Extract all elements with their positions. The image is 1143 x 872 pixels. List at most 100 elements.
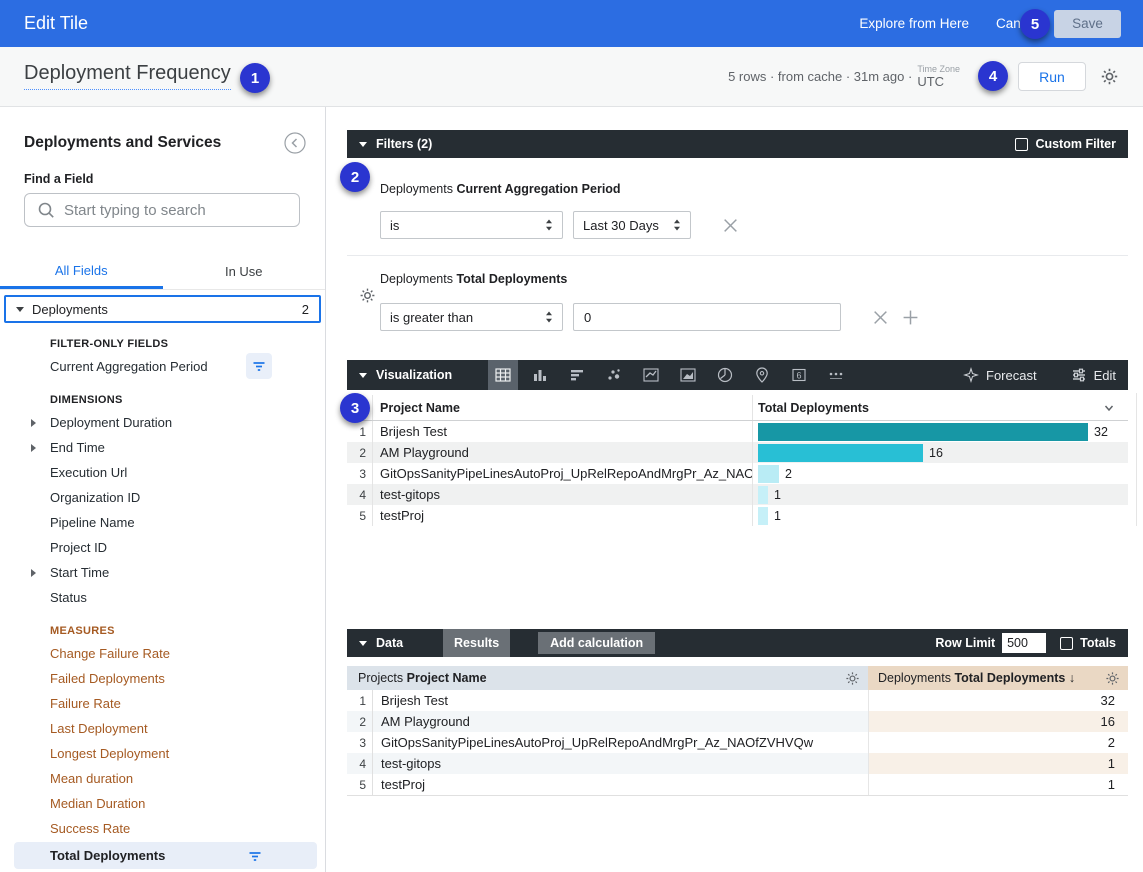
timezone[interactable]: Time Zone UTC (917, 64, 960, 89)
column-gear-icon[interactable] (1105, 671, 1120, 686)
filter-2-controls: is greater than (380, 303, 1128, 331)
field-section-title: DIMENSIONS (50, 394, 123, 406)
sidebar-field-last-deployment[interactable]: Last Deployment (0, 716, 325, 741)
tab-all-fields[interactable]: All Fields (0, 254, 163, 289)
pie-chart-icon[interactable] (710, 360, 740, 390)
sidebar-field-start-time[interactable]: Start Time (0, 560, 325, 585)
field-label: Organization ID (50, 490, 141, 505)
query-settings-gear-icon[interactable] (1100, 67, 1119, 86)
value-bar (758, 485, 768, 504)
sidebar-field-execution-url[interactable]: Execution Url (0, 460, 325, 485)
sidebar-field-organization-id[interactable]: Organization ID (0, 485, 325, 510)
sidebar-field-deployment-duration[interactable]: Deployment Duration (0, 410, 325, 435)
filter-1-value-select[interactable]: Last 30 Days (573, 211, 691, 239)
sidebar-group-deployments[interactable]: Deployments 2 (4, 295, 321, 323)
add-calculation-button[interactable]: Add calculation (538, 632, 656, 654)
row-number: 1 (347, 690, 373, 711)
results-table-row[interactable]: 5 testProj 1 (347, 774, 1128, 795)
sidebar-field-status[interactable]: Status (0, 585, 325, 610)
viz-table-row[interactable]: 1 Brijesh Test 32 (347, 421, 1128, 442)
sidebar-field-change-failure-rate[interactable]: Change Failure Rate (0, 641, 325, 666)
filter-divider (347, 255, 1128, 256)
collapse-visualization-icon[interactable] (359, 372, 367, 378)
sidebar-field-total-deployments[interactable]: Total Deployments (14, 842, 317, 869)
collapse-data-icon[interactable] (359, 640, 367, 646)
results-col-project-name[interactable]: Projects Project Name (347, 666, 868, 690)
viz-table-row[interactable]: 5 testProj 1 (347, 505, 1128, 526)
totals-checkbox[interactable] (1060, 636, 1074, 650)
viz-col-total-deployments[interactable]: Total Deployments (752, 395, 1128, 420)
filter-field-icon[interactable] (246, 353, 272, 379)
column-chart-icon[interactable] (525, 360, 555, 390)
sidebar-field-pipeline-name[interactable]: Pipeline Name (0, 510, 325, 535)
collapse-sidebar-icon[interactable] (284, 132, 306, 154)
chevron-right-icon[interactable] (31, 443, 36, 452)
run-button[interactable]: Run (1018, 62, 1086, 91)
field-label: Mean duration (50, 771, 134, 786)
viz-table-row[interactable]: 3 GitOpsSanityPipeLinesAutoProj_UpRelRepo… (347, 463, 1128, 484)
filters-section-header[interactable]: Filters (2) Custom Filter (347, 130, 1128, 158)
sidebar-field-failure-rate[interactable]: Failure Rate (0, 691, 325, 716)
bar-chart-icon[interactable] (562, 360, 592, 390)
field-label: Deployment Duration (50, 415, 173, 430)
viz-table-row[interactable]: 2 AM Playground 16 (347, 442, 1128, 463)
edit-visualization-button[interactable]: Edit (1071, 367, 1116, 383)
chevron-down-icon[interactable] (1102, 401, 1116, 418)
sidebar-field-failed-deployments[interactable]: Failed Deployments (0, 666, 325, 691)
line-chart-icon[interactable] (636, 360, 666, 390)
sidebar-field-success-rate[interactable]: Success Rate (0, 816, 325, 841)
filter-1-controls: is Last 30 Days (380, 211, 1128, 239)
results-table-row[interactable]: 2 AM Playground 16 (347, 711, 1128, 732)
viz-table-row[interactable]: 4 test-gitops 1 (347, 484, 1128, 505)
results-col-total-deployments[interactable]: Deployments Total Deployments ↓ (868, 666, 1128, 690)
results-table-row[interactable]: 4 test-gitops 1 (347, 753, 1128, 774)
results-table-row[interactable]: 3 GitOpsSanityPipeLinesAutoProj_UpRelRepo… (347, 732, 1128, 753)
sidebar-field-median-duration[interactable]: Median Duration (0, 791, 325, 816)
top-bar-actions: Explore from Here Cancel Save (859, 9, 1143, 38)
custom-filter-checkbox[interactable] (1015, 137, 1029, 151)
tab-in-use[interactable]: In Use (224, 264, 263, 279)
row-number: 4 (347, 484, 373, 505)
results-table-row[interactable]: 1 Brijesh Test 32 (347, 690, 1128, 711)
save-button[interactable]: Save (1054, 9, 1121, 38)
filter-1-operator-select[interactable]: is (380, 211, 563, 239)
single-value-chart-icon[interactable]: 6 (784, 360, 814, 390)
forecast-button[interactable]: Forecast (963, 367, 1037, 383)
field-picker-sidebar: Deployments and Services Find a Field St… (0, 107, 326, 872)
area-chart-icon[interactable] (673, 360, 703, 390)
sidebar-field-longest-deployment[interactable]: Longest Deployment (0, 741, 325, 766)
sidebar-field-mean-duration[interactable]: Mean duration (0, 766, 325, 791)
map-chart-icon[interactable] (747, 360, 777, 390)
chevron-right-icon[interactable] (31, 418, 36, 427)
sidebar-field-project-id[interactable]: Project ID (0, 535, 325, 560)
more-chart-types-icon[interactable] (821, 360, 851, 390)
collapse-filters-icon[interactable] (359, 141, 367, 147)
tile-title[interactable]: Deployment Frequency (24, 62, 231, 90)
sidebar-field-end-time[interactable]: End Time (0, 435, 325, 460)
viz-col-project-name[interactable]: Project Name (380, 400, 460, 415)
chevron-right-icon[interactable] (31, 568, 36, 577)
project-name-cell: GitOpsSanityPipeLinesAutoProj_UpRelRepoA… (381, 735, 814, 750)
results-tab[interactable]: Results (443, 629, 511, 657)
remove-filter-1-icon[interactable] (722, 217, 739, 234)
data-section-header[interactable]: Data Results Add calculation Row Limit T… (347, 629, 1128, 657)
filter-field-icon[interactable] (242, 843, 268, 869)
filter-2-gear-icon[interactable] (359, 287, 376, 304)
column-gear-icon[interactable] (845, 671, 860, 686)
total-deployments-cell: 16 (868, 711, 1128, 732)
annotation-badge-4: 4 (978, 61, 1008, 91)
filter-2-value-input[interactable] (573, 303, 841, 331)
add-filter-icon[interactable] (902, 309, 919, 326)
scatter-chart-icon[interactable] (599, 360, 629, 390)
row-limit-input[interactable] (1002, 633, 1047, 653)
remove-filter-2-icon[interactable] (872, 309, 889, 326)
sidebar-field-current-aggregation-period[interactable]: Current Aggregation Period (0, 353, 325, 379)
select-arrows-icon (545, 219, 553, 231)
forecast-sparkle-icon (963, 367, 979, 383)
visualization-section-header[interactable]: Visualization (347, 360, 1128, 390)
filter-2-operator-select[interactable]: is greater than (380, 303, 563, 331)
explore-from-here-link[interactable]: Explore from Here (859, 16, 969, 31)
bar-value-label: 16 (929, 445, 943, 460)
table-chart-icon[interactable] (488, 360, 519, 390)
field-search-input[interactable]: Start typing to search (24, 193, 300, 227)
